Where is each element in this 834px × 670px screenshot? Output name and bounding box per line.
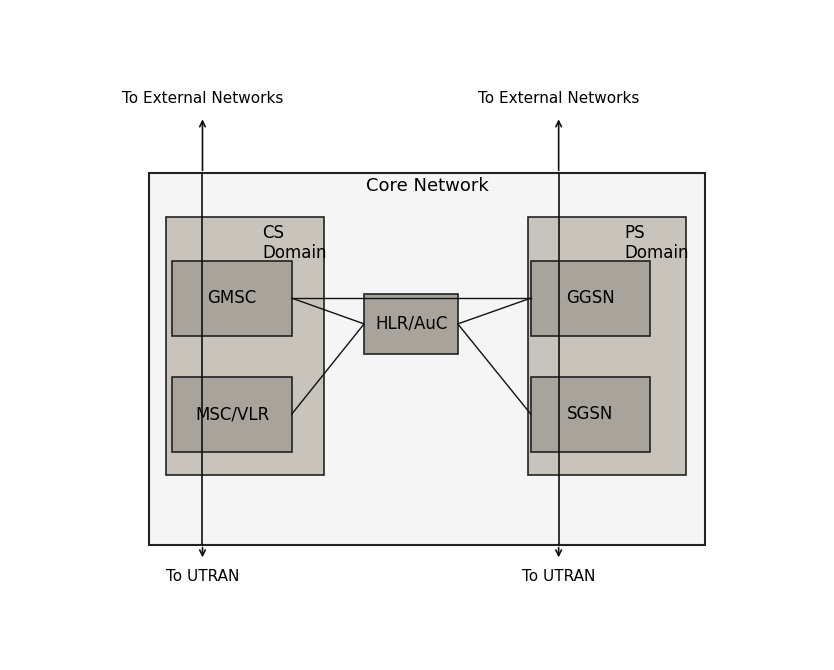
Text: To UTRAN: To UTRAN [166,570,239,584]
Text: To External Networks: To External Networks [478,91,640,106]
Bar [149,174,706,545]
Text: HLR/AuC: HLR/AuC [375,315,448,333]
Text: To External Networks: To External Networks [122,91,284,106]
Text: Core Network: Core Network [366,177,489,195]
Bar [166,217,324,475]
Bar [530,377,651,452]
Text: To UTRAN: To UTRAN [522,570,595,584]
Text: GGSN: GGSN [566,289,615,307]
Bar [528,217,686,475]
Bar [172,261,292,336]
Bar [172,377,292,452]
Bar [364,295,458,354]
Bar [530,261,651,336]
Text: SGSN: SGSN [567,405,614,423]
Text: CS
Domain: CS Domain [263,224,327,263]
Text: GMSC: GMSC [208,289,257,307]
Text: MSC/VLR: MSC/VLR [195,405,269,423]
Text: PS
Domain: PS Domain [625,224,689,263]
